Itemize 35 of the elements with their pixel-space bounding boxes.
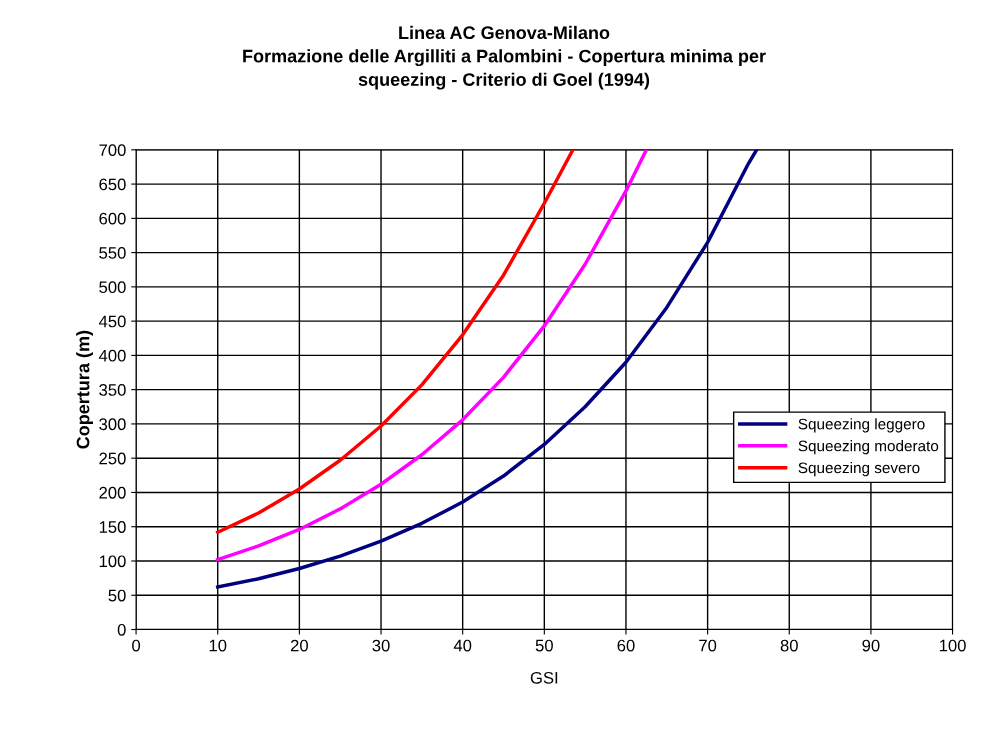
x-tick-label: 0 bbox=[132, 639, 141, 652]
line-series bbox=[215, 149, 649, 562]
y-tick-label: 700 bbox=[99, 144, 126, 157]
line-series bbox=[215, 149, 575, 534]
x-tick-label: 90 bbox=[862, 639, 880, 652]
legend-label: Squeezing moderato bbox=[798, 440, 939, 455]
x-tick-label: 70 bbox=[699, 639, 717, 652]
y-tick-label: 400 bbox=[98, 349, 126, 362]
y-tick-label: 50 bbox=[108, 589, 126, 602]
y-axis-title: Copertura (m) bbox=[76, 330, 93, 449]
y-tick-label: 100 bbox=[99, 555, 126, 568]
chart-title: Linea AC Genova-Milano Formazione delle Argilliti a Palombini - Copertura minima per squeezing - Criterio di Goel (1994) bbox=[243, 25, 766, 90]
x-axis-title: GSI bbox=[530, 671, 558, 684]
y-tick-label: 600 bbox=[99, 212, 126, 225]
y-tick-label: 150 bbox=[99, 521, 126, 533]
x-tick-label: 30 bbox=[372, 639, 390, 652]
y-tick-label: 450 bbox=[98, 315, 126, 328]
line-series bbox=[215, 149, 759, 589]
y-tick-label: 650 bbox=[99, 178, 126, 191]
y-tick-label: 200 bbox=[99, 486, 126, 499]
x-tick-label: 50 bbox=[535, 639, 553, 652]
y-tick-label: 350 bbox=[99, 384, 126, 396]
y-tick-label: 550 bbox=[99, 247, 126, 259]
x-tick-label: 40 bbox=[453, 639, 472, 652]
x-tick-label: 80 bbox=[780, 639, 798, 652]
y-tick-label: 300 bbox=[99, 418, 126, 431]
y-tick-label: 0 bbox=[117, 623, 126, 636]
x-tick-label: 10 bbox=[209, 639, 227, 652]
y-tick-label: 500 bbox=[99, 281, 126, 294]
y-tick-label: 250 bbox=[99, 452, 126, 465]
x-tick-label: 60 bbox=[617, 639, 635, 652]
x-tick-label: 100 bbox=[939, 639, 966, 652]
x-tick-label: 20 bbox=[290, 639, 308, 652]
legend-label: Squeezing leggero bbox=[798, 418, 925, 433]
legend-label: Squeezing severo bbox=[798, 461, 920, 477]
